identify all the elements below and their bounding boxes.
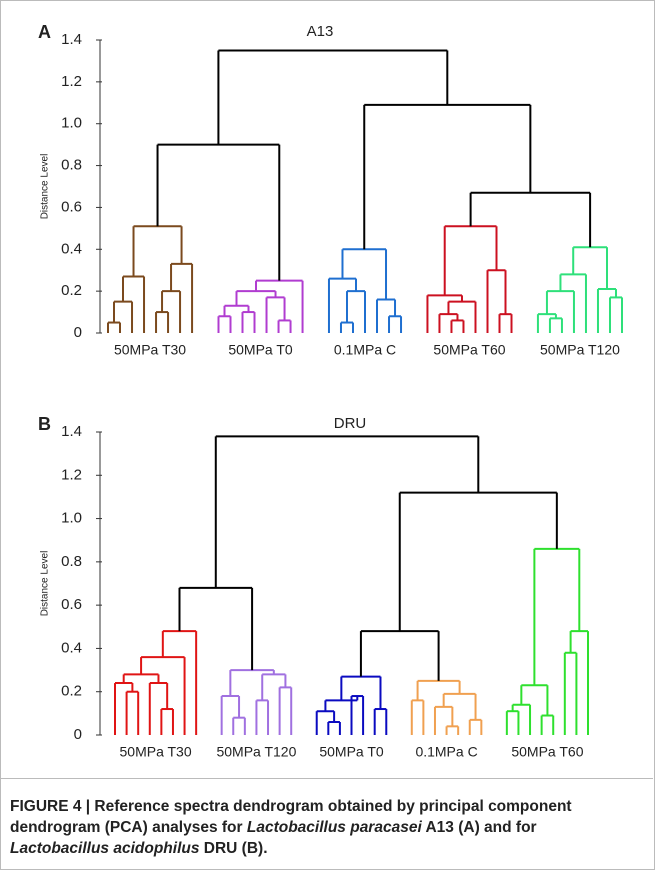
- y-axis-label: Distance Level: [40, 154, 51, 220]
- y-tick-label: 0: [74, 726, 82, 743]
- caption-box: [0, 778, 653, 869]
- y-tick-label: 1.0: [61, 115, 82, 132]
- group-label: 0.1MPa C: [415, 744, 477, 760]
- y-tick-label: 0: [74, 324, 82, 341]
- group-label: 50MPa T30: [120, 744, 192, 760]
- y-tick-label: 1.4: [61, 31, 82, 48]
- y-tick-label: 0.2: [61, 282, 82, 299]
- chart-title: DRU: [334, 415, 367, 432]
- y-tick-label: 1.0: [61, 510, 82, 527]
- figure: A A13 Distance Level 0 0.2 0.4 0.6 0.8 1.0 1.2 1.4…: [38, 22, 623, 760]
- y-tick-label: 0.4: [61, 240, 82, 257]
- group-label: 50MPa T0: [319, 744, 384, 760]
- y-tick-label: 1.2: [61, 466, 82, 483]
- caption-species: Lactobacillus acidophilus: [10, 840, 200, 857]
- y-tick-label: 1.4: [61, 423, 82, 440]
- group-label: 0.1MPa C: [334, 342, 396, 358]
- caption-text: FIGURE 4 | Reference spectra dendrogram …: [10, 798, 572, 836]
- y-tick-label: 0.6: [61, 596, 82, 613]
- group-label: 50MPa T60: [433, 342, 505, 358]
- y-tick-label: 1.2: [61, 73, 82, 90]
- group-label: 50MPa T120: [540, 342, 620, 358]
- y-tick-label: 0.4: [61, 639, 82, 656]
- group-label: 50MPa T0: [228, 342, 293, 358]
- y-tick-label: 0.6: [61, 198, 82, 215]
- y-tick-label: 0.8: [61, 553, 82, 570]
- group-label: 50MPa T120: [216, 744, 296, 760]
- panel-letter: A: [38, 22, 51, 42]
- y-tick-label: 0.8: [61, 157, 82, 174]
- group-label: 50MPa T30: [114, 342, 186, 358]
- y-tick-label: 0.2: [61, 683, 82, 700]
- caption: FIGURE 4 | Reference spectra dendrogram …: [10, 796, 630, 859]
- y-axis-label: Distance Level: [40, 551, 51, 617]
- chart-title: A13: [307, 23, 334, 40]
- caption-species: Lactobacillus paracasei: [246, 819, 422, 836]
- panel-letter: B: [38, 414, 51, 434]
- caption-text: DRU (B).: [199, 840, 268, 857]
- group-label: 50MPa T60: [511, 744, 583, 760]
- caption-text: A13 (A) and for: [421, 819, 537, 836]
